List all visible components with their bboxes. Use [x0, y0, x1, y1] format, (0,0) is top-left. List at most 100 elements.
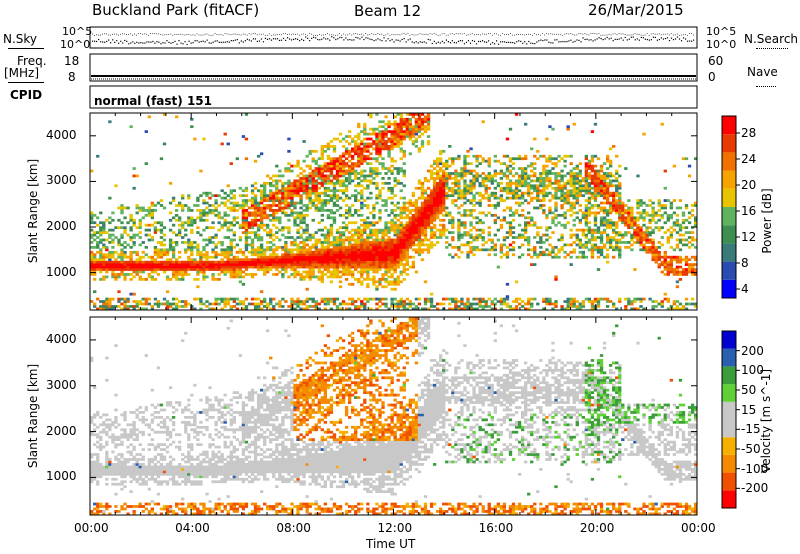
power-cell [354, 135, 358, 138]
power-cell [505, 189, 510, 193]
power-cell [256, 260, 261, 264]
power-cell [114, 226, 118, 230]
power-cell [90, 211, 94, 215]
power-cell [272, 184, 276, 188]
power-cell [360, 241, 364, 244]
search-noise-point [288, 33, 290, 35]
power-cell [338, 167, 343, 170]
search-noise-point [168, 34, 170, 35]
power-cell [381, 238, 385, 242]
power-cell [408, 132, 413, 136]
power-cell [557, 255, 561, 259]
freq-legend-line [8, 82, 44, 83]
power-cell [256, 253, 261, 257]
power-cell [360, 206, 364, 210]
power-cell [502, 199, 507, 202]
power-cell [566, 189, 570, 193]
power-cell [132, 300, 136, 303]
power-cell [296, 255, 300, 259]
power-cell [305, 297, 309, 301]
power-cell [426, 140, 431, 143]
power-cell [569, 233, 573, 237]
power-cell [266, 245, 270, 249]
power-cell [335, 253, 340, 257]
power-cell [366, 275, 370, 279]
power-cell [442, 213, 446, 217]
power-cell [193, 137, 197, 141]
power-cell [344, 204, 349, 207]
power-cell [184, 268, 188, 271]
power-cell [399, 250, 403, 254]
power-cell [402, 253, 406, 257]
search-noise-point [204, 33, 206, 35]
power-cell [426, 204, 431, 207]
power-cell [363, 132, 367, 136]
power-cell [275, 253, 279, 257]
power-cell [420, 241, 425, 244]
power-cell [287, 191, 291, 195]
power-cell [387, 221, 391, 225]
noise-panel-frame [89, 26, 698, 49]
noise-point [389, 39, 391, 42]
power-cell [105, 248, 109, 252]
power-cell [463, 243, 467, 247]
power-cell [247, 258, 252, 262]
power-cell [499, 169, 504, 173]
power-cell [360, 260, 364, 264]
search-noise-point [232, 33, 234, 35]
power-cell [168, 268, 173, 271]
power-cell [384, 142, 388, 146]
power-cell [235, 204, 240, 207]
power-cell [341, 300, 346, 303]
power-cell [420, 243, 425, 247]
power-cell [259, 221, 264, 225]
search-noise-point [130, 33, 131, 35]
power-cell [341, 174, 346, 178]
power-cell [105, 275, 109, 279]
power-cell [387, 250, 391, 254]
power-cell [266, 260, 270, 264]
power-cell [302, 270, 306, 274]
power-cell [493, 307, 497, 311]
power-cell [360, 305, 364, 308]
power-cell [432, 206, 437, 210]
power-cell [326, 297, 331, 301]
power-cell [138, 263, 142, 266]
power-cell [445, 186, 449, 190]
power-cell [314, 255, 318, 259]
noise-point [345, 37, 347, 39]
power-cell [399, 127, 403, 131]
search-noise-point [347, 34, 349, 36]
power-cell [563, 226, 567, 230]
power-cell [196, 245, 200, 249]
power-cell [196, 199, 200, 202]
power-cell [256, 268, 261, 271]
power-cell [533, 253, 537, 257]
power-cell [469, 191, 473, 195]
power-cell [220, 260, 224, 264]
power-cell [281, 184, 285, 188]
power-cell [326, 236, 331, 239]
power-cell [366, 204, 370, 207]
power-cell [223, 270, 227, 274]
noise-point [502, 41, 504, 43]
search-noise-point [660, 34, 662, 36]
power-cell [278, 204, 282, 207]
power-cell [281, 260, 285, 264]
power-cell [517, 223, 522, 227]
power-cell [320, 300, 324, 303]
power-cell [247, 265, 252, 269]
power-cell [174, 307, 179, 311]
power-cell [272, 218, 276, 222]
power-cell [138, 275, 142, 279]
power-cell [432, 194, 437, 198]
power-cell [96, 250, 100, 254]
power-cell [117, 206, 121, 210]
power-cell [256, 305, 261, 308]
power-cell [305, 213, 309, 217]
search-noise-point [206, 33, 208, 35]
power-cell [463, 164, 467, 168]
power-cell [533, 186, 537, 190]
power-cell [466, 209, 470, 212]
power-cell [326, 169, 331, 173]
